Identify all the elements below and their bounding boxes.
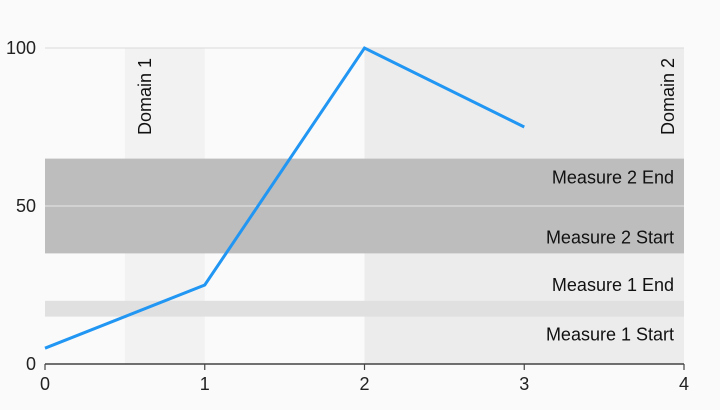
measure-1-start-label: Measure 1 Start <box>546 325 674 345</box>
x-tick-label-2: 2 <box>359 374 369 394</box>
domain-label-2: Domain 2 <box>658 58 678 135</box>
x-tick-label-0: 0 <box>40 374 50 394</box>
measure-2-start-label: Measure 2 Start <box>546 227 674 247</box>
x-tick-label-4: 4 <box>679 374 689 394</box>
y-tick-label-0: 0 <box>26 354 36 374</box>
domain-label-1: Domain 1 <box>135 58 155 135</box>
y-tick-label-50: 50 <box>16 196 36 216</box>
y-tick-label-100: 100 <box>6 38 36 58</box>
x-tick-label-3: 3 <box>519 374 529 394</box>
measure-1-end-label: Measure 1 End <box>552 275 674 295</box>
x-tick-label-1: 1 <box>200 374 210 394</box>
measure-2-end-label: Measure 2 End <box>552 168 674 188</box>
measure-band-1 <box>45 300 684 317</box>
series-line-1 <box>44 46 525 350</box>
